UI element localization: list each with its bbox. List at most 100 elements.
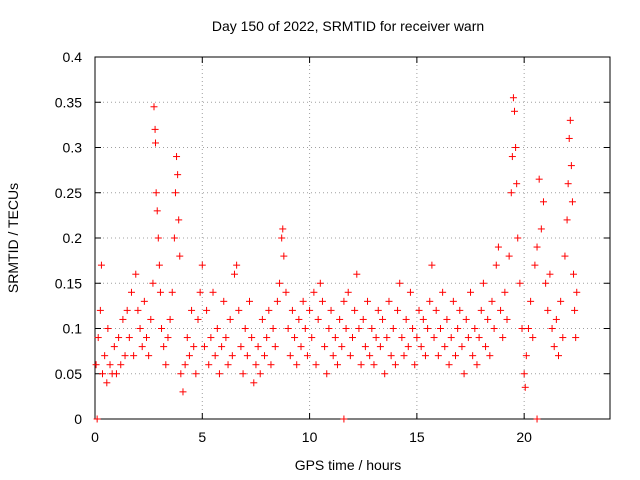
- data-point: [188, 306, 196, 314]
- data-point: [127, 288, 135, 296]
- data-point: [413, 334, 421, 342]
- data-point: [411, 361, 419, 369]
- data-point: [464, 334, 472, 342]
- data-point: [389, 325, 397, 332]
- x-tick-label: 15: [409, 429, 425, 445]
- data-point: [239, 370, 247, 378]
- data-point: [424, 325, 432, 332]
- data-point: [166, 315, 174, 323]
- data-point: [181, 361, 189, 369]
- y-tick-label: 0.35: [55, 94, 82, 110]
- y-tick-label: 0.25: [55, 185, 82, 201]
- data-point: [518, 325, 526, 332]
- data-point: [119, 315, 127, 323]
- data-point: [176, 252, 184, 260]
- data-point: [452, 352, 459, 360]
- data-point: [417, 343, 425, 351]
- data-point: [112, 370, 120, 378]
- data-point: [471, 325, 479, 332]
- data-point: [99, 370, 107, 378]
- data-point: [147, 315, 155, 323]
- data-point: [368, 325, 376, 332]
- data-point: [175, 216, 183, 224]
- data-point: [509, 94, 517, 102]
- data-point: [303, 352, 311, 360]
- data-point: [376, 343, 384, 351]
- data-point: [160, 343, 168, 351]
- data-point: [521, 383, 529, 391]
- data-point: [482, 343, 490, 351]
- data-point: [209, 288, 217, 296]
- data-point: [567, 162, 575, 170]
- data-point: [353, 270, 361, 278]
- data-point: [511, 107, 519, 115]
- data-point: [271, 343, 279, 351]
- data-point: [351, 306, 359, 314]
- data-point: [250, 379, 258, 387]
- data-point: [342, 325, 350, 332]
- data-point: [211, 352, 219, 360]
- data-point: [402, 315, 410, 323]
- data-point: [508, 153, 516, 161]
- data-point: [490, 325, 498, 332]
- data-point: [419, 315, 427, 323]
- data-point: [364, 297, 372, 305]
- data-point: [196, 288, 204, 296]
- data-point: [314, 315, 322, 323]
- y-tick-label: 0: [74, 411, 82, 427]
- data-point: [152, 139, 160, 147]
- data-point: [316, 279, 324, 287]
- data-point: [288, 306, 296, 314]
- data-point: [421, 352, 429, 360]
- data-point: [301, 325, 309, 332]
- axis-layer: 0 5 10 15 20 0 0.05 0.1 0.15 0.2 0.25 0.3 0.35 0.4: [55, 49, 611, 445]
- data-point: [138, 343, 146, 351]
- data-point: [374, 306, 382, 314]
- data-point: [226, 315, 234, 323]
- chart-title: Day 150 of 2022, SRMTID for receiver war…: [212, 18, 484, 34]
- data-point: [568, 198, 576, 206]
- data-point: [224, 361, 232, 369]
- data-point: [535, 175, 543, 183]
- y-tick-label: 0.3: [63, 140, 83, 156]
- data-point: [308, 334, 316, 342]
- data-point: [154, 234, 162, 242]
- data-point: [338, 343, 346, 351]
- data-point: [473, 361, 481, 369]
- zero-data-point: [533, 415, 541, 423]
- data-point: [267, 361, 275, 369]
- data-point: [106, 361, 114, 369]
- data-point: [246, 297, 253, 305]
- data-point: [503, 315, 511, 323]
- data-point: [520, 370, 528, 378]
- data-point: [391, 361, 399, 369]
- zero-data-point: [340, 415, 348, 423]
- data-point: [546, 270, 554, 278]
- data-point: [134, 306, 142, 314]
- data-point: [278, 234, 286, 242]
- data-point: [130, 352, 138, 360]
- data-point: [563, 216, 571, 224]
- data-point: [561, 252, 569, 260]
- data-point: [121, 352, 129, 360]
- data-point: [92, 361, 100, 369]
- data-point: [349, 334, 356, 342]
- data-point: [203, 306, 211, 314]
- data-point: [327, 306, 335, 314]
- data-point: [572, 334, 580, 342]
- data-point: [104, 325, 112, 332]
- data-point: [248, 334, 256, 342]
- data-point: [355, 325, 363, 332]
- data-point: [441, 343, 449, 351]
- data-point: [207, 334, 215, 342]
- data-point: [329, 352, 337, 360]
- data-point: [336, 315, 344, 323]
- data-point: [494, 243, 502, 251]
- data-point: [155, 261, 163, 269]
- data-point: [156, 288, 164, 296]
- data-point: [415, 306, 423, 314]
- zero-data-point: [93, 415, 101, 423]
- data-point: [555, 352, 562, 360]
- data-point: [280, 252, 288, 260]
- data-point: [237, 343, 245, 351]
